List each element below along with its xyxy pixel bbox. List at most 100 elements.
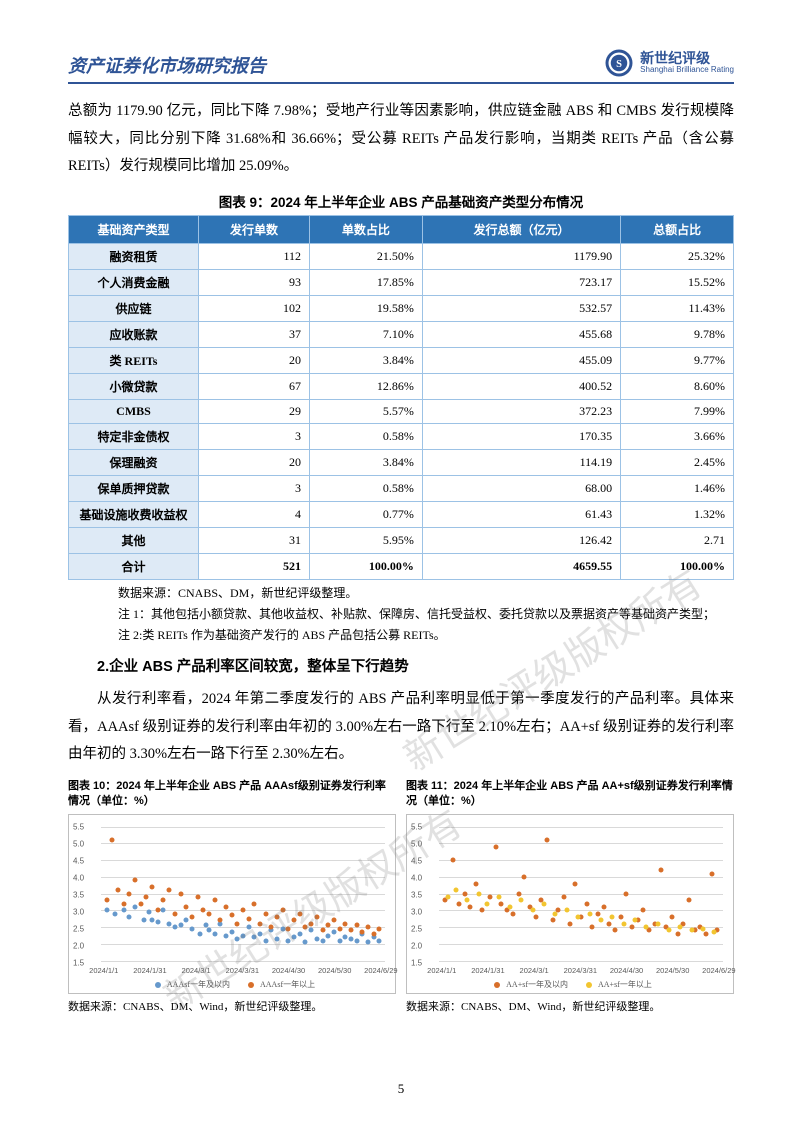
data-point bbox=[167, 921, 172, 926]
data-point bbox=[161, 908, 166, 913]
data-point bbox=[553, 911, 558, 916]
data-point bbox=[198, 931, 203, 936]
data-point bbox=[488, 894, 493, 899]
data-point bbox=[223, 933, 228, 938]
data-point bbox=[292, 935, 297, 940]
table9-caption: 图表 9：2024 年上半年企业 ABS 产品基础资产类型分布情况 bbox=[68, 191, 734, 211]
data-point bbox=[275, 915, 280, 920]
data-point bbox=[462, 891, 467, 896]
data-point bbox=[218, 918, 223, 923]
data-point bbox=[377, 938, 382, 943]
x-axis-label: 2024/4/30 bbox=[272, 966, 305, 975]
x-axis-label: 2024/1/31 bbox=[471, 966, 504, 975]
data-point bbox=[212, 931, 217, 936]
data-point bbox=[189, 915, 194, 920]
data-point bbox=[195, 894, 200, 899]
data-point bbox=[246, 925, 251, 930]
data-point bbox=[476, 891, 481, 896]
table-row: 其他315.95%126.422.71 bbox=[69, 527, 734, 553]
data-point bbox=[709, 871, 714, 876]
x-axis-label: 2024/6/29 bbox=[364, 966, 397, 975]
data-point bbox=[587, 911, 592, 916]
table-row: 融资租赁11221.50%1179.9025.32% bbox=[69, 243, 734, 269]
data-point bbox=[354, 938, 359, 943]
data-point bbox=[371, 931, 376, 936]
data-point bbox=[669, 915, 674, 920]
logo-icon: S bbox=[604, 48, 634, 78]
data-point bbox=[133, 905, 138, 910]
data-point bbox=[632, 918, 637, 923]
data-point bbox=[178, 891, 183, 896]
data-point bbox=[212, 898, 217, 903]
data-point bbox=[309, 928, 314, 933]
data-point bbox=[184, 905, 189, 910]
data-point bbox=[326, 933, 331, 938]
x-axis-label: 2024/3/31 bbox=[564, 966, 597, 975]
table-row: 小微贷款6712.86%400.528.60% bbox=[69, 373, 734, 399]
table9-col: 总额占比 bbox=[621, 215, 734, 243]
y-axis-label: 3.5 bbox=[411, 890, 422, 899]
chart11-title: 图表 11：2024 年上半年企业 ABS 产品 AA+sf级别证券发行利率情况… bbox=[406, 779, 734, 810]
table-note: 注 2:类 REITs 作为基础资产发行的 ABS 产品包括公募 REITs。 bbox=[118, 626, 734, 645]
data-point bbox=[510, 911, 515, 916]
data-point bbox=[326, 923, 331, 928]
data-point bbox=[331, 918, 336, 923]
data-point bbox=[348, 928, 353, 933]
data-point bbox=[348, 936, 353, 941]
data-point bbox=[113, 911, 118, 916]
section2-heading: 2.企业 ABS 产品利率区间较宽，整体呈下行趋势 bbox=[97, 655, 734, 676]
data-point bbox=[519, 898, 524, 903]
y-axis-label: 2.0 bbox=[411, 941, 422, 950]
data-point bbox=[172, 925, 177, 930]
data-point bbox=[184, 918, 189, 923]
data-point bbox=[451, 858, 456, 863]
y-axis-label: 5.5 bbox=[411, 822, 422, 831]
data-point bbox=[229, 913, 234, 918]
x-axis-label: 2024/3/1 bbox=[520, 966, 549, 975]
data-point bbox=[161, 898, 166, 903]
data-point bbox=[365, 925, 370, 930]
table-row: 特定非金债权30.58%170.353.66% bbox=[69, 423, 734, 449]
data-point bbox=[127, 891, 132, 896]
x-axis-label: 2024/1/31 bbox=[133, 966, 166, 975]
chart-legend: AAAsf一年及以内AAAsf一年以上 bbox=[69, 979, 395, 990]
data-point bbox=[473, 881, 478, 886]
data-point bbox=[121, 901, 126, 906]
data-point bbox=[314, 936, 319, 941]
y-axis-label: 2.0 bbox=[73, 941, 84, 950]
data-point bbox=[269, 925, 274, 930]
data-point bbox=[522, 874, 527, 879]
data-point bbox=[542, 901, 547, 906]
x-axis-label: 2024/4/30 bbox=[610, 966, 643, 975]
data-point bbox=[624, 891, 629, 896]
section2-para: 从发行利率看，2024 年第二季度发行的 ABS 产品利率明显低于第一季度发行的… bbox=[68, 686, 734, 769]
x-axis-label: 2024/3/31 bbox=[226, 966, 259, 975]
data-point bbox=[320, 928, 325, 933]
data-point bbox=[297, 931, 302, 936]
data-point bbox=[686, 898, 691, 903]
table-row: 个人消费金融9317.85%723.1715.52% bbox=[69, 269, 734, 295]
data-point bbox=[561, 894, 566, 899]
data-point bbox=[229, 930, 234, 935]
data-point bbox=[641, 908, 646, 913]
data-point bbox=[263, 938, 268, 943]
data-point bbox=[576, 915, 581, 920]
data-point bbox=[703, 931, 708, 936]
data-point bbox=[675, 931, 680, 936]
data-point bbox=[567, 921, 572, 926]
svg-text:S: S bbox=[616, 59, 622, 70]
data-point bbox=[127, 915, 132, 920]
table-note: 注 1：其他包括小额贷款、其他收益权、补贴款、保障房、信托受益权、委托贷款以及票… bbox=[118, 605, 734, 624]
chart10-source: 数据来源：CNABS、DM、Wind，新世纪评级整理。 bbox=[68, 998, 396, 1014]
logo: S 新世纪评级 Shanghai Brilliance Rating bbox=[604, 48, 734, 78]
data-point bbox=[235, 936, 240, 941]
x-axis-label: 2024/1/1 bbox=[89, 966, 118, 975]
data-point bbox=[172, 911, 177, 916]
data-point bbox=[331, 930, 336, 935]
table9-col: 单数占比 bbox=[310, 215, 423, 243]
page-number: 5 bbox=[0, 1081, 802, 1097]
table-row: 基础设施收费收益权40.77%61.431.32% bbox=[69, 501, 734, 527]
data-point bbox=[607, 921, 612, 926]
data-point bbox=[343, 935, 348, 940]
y-axis-label: 5.0 bbox=[73, 839, 84, 848]
